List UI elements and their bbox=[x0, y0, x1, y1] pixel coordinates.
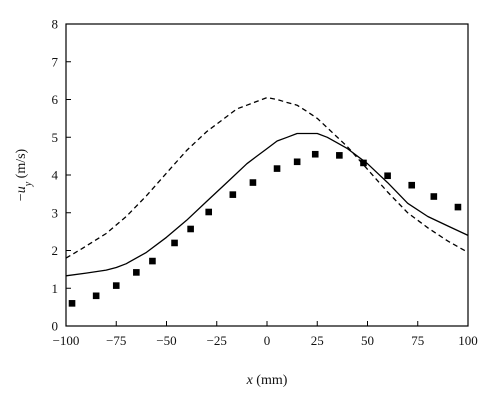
x-tick-label: 25 bbox=[311, 333, 324, 348]
x-tick-label: 50 bbox=[361, 333, 374, 348]
dashed-series-line bbox=[65, 96, 469, 259]
data-point bbox=[454, 203, 462, 211]
y-axis-sub: y bbox=[23, 181, 34, 187]
x-axis-var: x bbox=[246, 373, 254, 388]
data-point bbox=[408, 181, 416, 189]
axis-ticks: −100 −75 −50 −25 0 25 50 75 100 0 1 2 3 4 5 6 7 8 bbox=[52, 17, 478, 349]
x-tick-label: −50 bbox=[156, 333, 176, 348]
data-point bbox=[229, 191, 237, 198]
data-point bbox=[205, 208, 213, 216]
x-tick-label: 0 bbox=[264, 333, 271, 348]
data-point bbox=[112, 282, 120, 289]
y-axis-unit: (m/s) bbox=[14, 148, 29, 181]
y-axis-prefix: − bbox=[14, 193, 29, 201]
data-point bbox=[384, 172, 391, 180]
y-tick-label: 3 bbox=[52, 205, 59, 220]
y-tick-label: 6 bbox=[52, 92, 59, 107]
data-point bbox=[171, 239, 178, 247]
x-tick-label: 75 bbox=[411, 333, 424, 348]
data-point bbox=[187, 225, 194, 233]
data-point bbox=[336, 152, 343, 159]
y-tick-label: 0 bbox=[52, 319, 59, 334]
data-point bbox=[68, 300, 76, 307]
x-axis-unit: (mm) bbox=[253, 373, 288, 388]
data-point bbox=[149, 257, 156, 265]
data-point bbox=[273, 165, 281, 172]
y-tick-label: 2 bbox=[52, 243, 59, 258]
y-axis-title: −uy (m/s) bbox=[14, 148, 34, 201]
data-point bbox=[430, 193, 438, 200]
data-point bbox=[293, 158, 301, 166]
data-point bbox=[133, 269, 140, 276]
y-tick-label: 8 bbox=[52, 17, 59, 32]
series-markers bbox=[68, 150, 462, 307]
y-tick-label: 7 bbox=[52, 54, 59, 69]
x-tick-label: −75 bbox=[106, 333, 126, 348]
x-tick-label: −25 bbox=[207, 333, 227, 348]
x-tick-label: −100 bbox=[53, 333, 80, 348]
series-layer bbox=[65, 96, 469, 307]
data-point bbox=[360, 159, 367, 167]
y-tick-label: 4 bbox=[52, 168, 59, 183]
x-axis-title: x (mm) bbox=[246, 373, 288, 388]
solid-series-line bbox=[65, 132, 469, 277]
plot-frame bbox=[65, 23, 469, 327]
data-point bbox=[92, 292, 100, 300]
y-tick-label: 5 bbox=[52, 130, 59, 145]
data-point bbox=[311, 150, 319, 158]
y-axis-var: u bbox=[14, 186, 29, 193]
y-tick-label: 1 bbox=[52, 281, 59, 296]
data-point bbox=[249, 179, 257, 186]
x-tick-label: 100 bbox=[458, 333, 478, 348]
